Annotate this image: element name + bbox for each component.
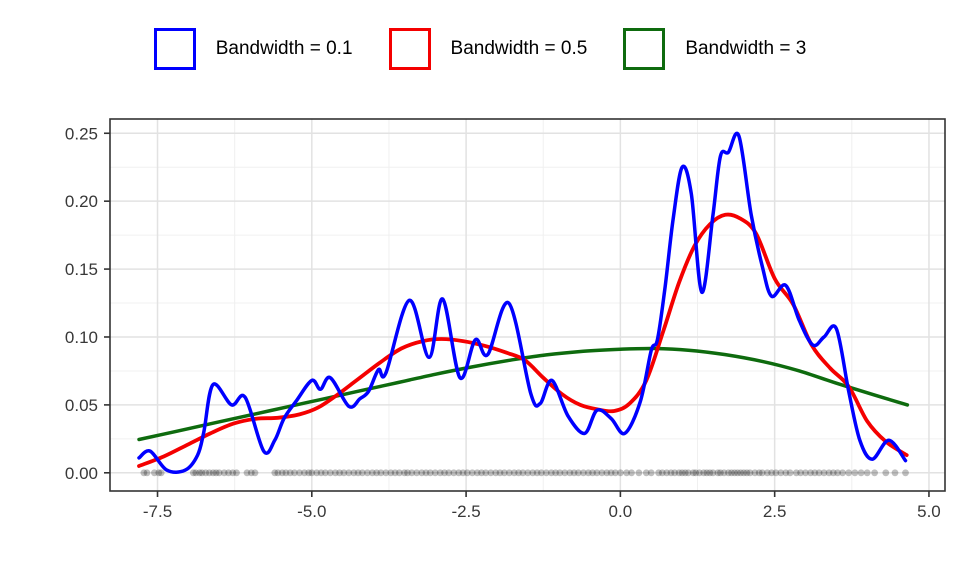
rug-points bbox=[140, 469, 909, 477]
legend: Bandwidth = 0.1 Bandwidth = 0.5 Bandwidt… bbox=[0, 28, 960, 70]
y-tick-label: 0.20 bbox=[65, 192, 98, 211]
x-tick-label: 0.0 bbox=[609, 502, 633, 521]
y-tick-label: 0.10 bbox=[65, 328, 98, 347]
legend-item-bandwidth-0.5: Bandwidth = 0.5 bbox=[388, 28, 588, 70]
legend-key-swatch-green bbox=[623, 28, 666, 70]
legend-label: Bandwidth = 3 bbox=[685, 38, 807, 59]
legend-label: Bandwidth = 0.5 bbox=[450, 38, 588, 59]
legend-item-bandwidth-3: Bandwidth = 3 bbox=[623, 28, 806, 70]
x-tick-label: -2.5 bbox=[451, 502, 480, 521]
curve-0.1 bbox=[137, 131, 908, 474]
legend-item-bandwidth-0.1: Bandwidth = 0.1 bbox=[153, 28, 353, 70]
y-tick-label: 0.15 bbox=[65, 260, 98, 279]
legend-label: Bandwidth = 0.1 bbox=[215, 38, 353, 59]
y-tick-label: 0.05 bbox=[65, 396, 98, 415]
y-tick-label: 0.00 bbox=[65, 464, 98, 483]
x-tick-label: -5.0 bbox=[297, 502, 326, 521]
legend-key-swatch-blue bbox=[153, 28, 196, 70]
x-tick-label: 2.5 bbox=[763, 502, 787, 521]
x-tick-label: 5.0 bbox=[917, 502, 941, 521]
legend-key-swatch-red bbox=[388, 28, 431, 70]
y-tick-label: 0.25 bbox=[65, 124, 98, 143]
x-tick-label: -7.5 bbox=[143, 502, 172, 521]
curve-3 bbox=[137, 346, 910, 442]
